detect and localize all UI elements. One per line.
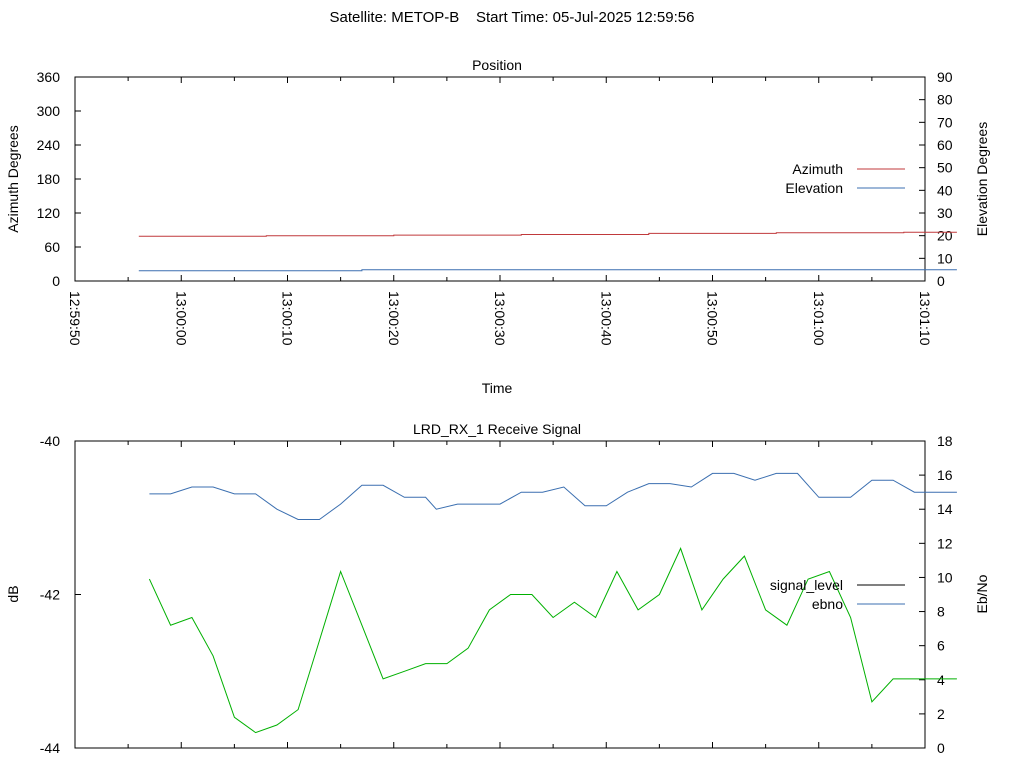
y2-tick-label: 12 [937,535,953,551]
position-series [138,231,957,272]
y2-tick-label: 70 [937,114,953,130]
db-axis: -44 -42 -40 [40,433,81,756]
x-tick-label: 13:00:00 [173,291,189,346]
series-line-unlabeled-2 [148,547,957,734]
x-tick-label: 12:59:50 [67,291,83,346]
legend-label: Azimuth [792,161,843,177]
y2-tick-label: 16 [937,467,953,483]
y2-tick-label: 90 [937,69,953,85]
ebno-axis-label: Eb/No [974,574,990,613]
y2-tick-label: 10 [937,250,953,266]
figure-title: Satellite: METOP-B Start Time: 05-Jul-20… [330,9,695,26]
y-tick-label: 240 [37,137,61,153]
time-axis: 12:59:50 13:00:00 13:00:10 13:00:20 13:00:30… [67,77,933,346]
y-tick-label: 300 [37,103,61,119]
y-tick-label: -42 [40,587,60,603]
y-tick-label: 60 [44,239,60,255]
y-tick-label: 120 [37,205,61,221]
y2-tick-label: 0 [937,740,945,756]
y2-tick-label: 10 [937,569,953,585]
legend-label: Elevation [785,180,843,196]
receive-signal-chart-title: LRD_RX_1 Receive Signal [413,421,581,437]
y2-tick-label: 30 [937,205,953,221]
ebno-axis: 0 2 4 6 8 10 12 14 16 18 [919,433,953,756]
series-line-elevation [138,269,957,272]
y2-tick-label: 2 [937,706,945,722]
y2-tick-label: 14 [937,501,953,517]
y-tick-label: -44 [40,740,60,756]
receive-signal-series [148,472,957,734]
azimuth-axis: 0 60 120 180 240 300 360 [37,69,81,289]
y2-tick-label: 18 [937,433,953,449]
x-tick-label: 13:00:40 [598,291,614,346]
position-legend: Azimuth Elevation [785,161,905,196]
y2-tick-label: 0 [937,273,945,289]
position-plot-frame [74,76,926,282]
y2-tick-label: 6 [937,638,945,654]
legend-label: signal_level [770,577,843,593]
x-tick-label: 13:00:30 [492,291,508,346]
db-axis-label: dB [5,585,21,602]
y-tick-label: 180 [37,171,61,187]
elevation-axis: 0 10 20 30 40 50 60 70 80 90 [919,69,953,289]
elevation-axis-label: Elevation Degrees [974,122,990,236]
receive-signal-chart: LRD_RX_1 Receive Signal -44 -42 -40 0 2 4 6 8 1… [5,421,990,756]
x-tick-label: 13:00:20 [386,291,402,346]
y2-tick-label: 8 [937,604,945,620]
x-tick-label: 13:00:50 [705,291,721,346]
series-line-ebno [149,472,957,520]
x-tick-label: 13:01:10 [917,291,933,346]
y2-tick-label: 40 [937,182,953,198]
x-tick-label: 13:00:10 [280,291,296,346]
position-chart: Position 0 60 120 180 240 300 360 0 10 20 30 40 50 6… [5,57,990,396]
y-tick-label: 0 [52,273,60,289]
y2-tick-label: 80 [937,92,953,108]
x-tick-label: 13:01:00 [811,291,827,346]
y-tick-label: 360 [37,69,61,85]
time-axis-label: Time [482,380,513,396]
y2-tick-label: 50 [937,160,953,176]
y2-tick-label: 4 [937,672,945,688]
y-tick-label: -40 [40,433,60,449]
series-line-azimuth [138,231,957,237]
y2-tick-label: 20 [937,228,953,244]
signal-time-axis [74,441,926,748]
azimuth-axis-label: Azimuth Degrees [5,125,21,232]
position-chart-title: Position [472,57,522,73]
legend-label: ebno [812,596,843,612]
y2-tick-label: 60 [937,137,953,153]
